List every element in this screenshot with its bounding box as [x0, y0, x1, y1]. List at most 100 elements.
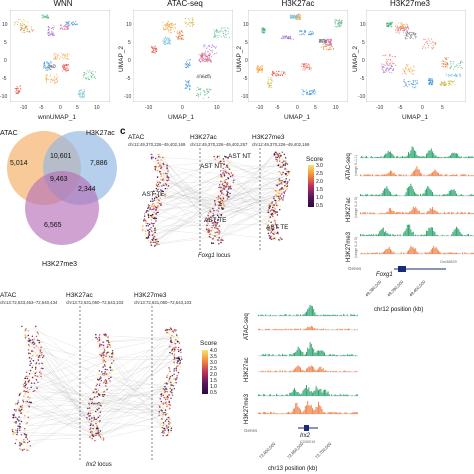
umap-xtick: -5 [275, 105, 280, 111]
venn-count-ac-only: 7,886 [90, 160, 108, 167]
irx2-coord-h3k27me3: chr13:72,631,050–72,643,103 [134, 300, 192, 305]
gv2-track-h3k27me3: H3K27me3 [244, 393, 250, 424]
venn-label-atac: ATAC [0, 130, 18, 137]
umap-ytick: 0 [4, 58, 7, 64]
foxg1-label-ast-te: AST TE [204, 217, 227, 224]
umap-ytick: -5 [126, 76, 131, 82]
venn-label-h3k27me3: H3K27me3 [42, 261, 78, 268]
umap-ytick: 0 [128, 58, 131, 64]
gv2-xtick: 72,700,000 [314, 441, 333, 460]
gv2-track-atac: ATAC-seq [244, 313, 250, 340]
umap-title-h3k27me3: H3K27me3 [389, 0, 431, 8]
gv2-xtick: 72,650,000 [286, 441, 305, 460]
irx2-track-label-h3k27me3: H3K27me3 [134, 292, 167, 299]
irx2-track-label-atac: ATAC [0, 292, 17, 299]
umap-xtick: 10 [94, 105, 100, 111]
umap-ylabel-atac: UMAP_2 [118, 45, 125, 72]
gv1-range-h3k27me3: (range 0–2.3) [354, 236, 358, 258]
genome-view-irx2: ATAC-seq H3K27ac H3K27me3 Genes Irx2 C03… [244, 290, 376, 474]
venn-count-ac-me3: 2,344 [78, 186, 96, 193]
umap-xlabel-h3k27ac: UMAP_1 [284, 114, 311, 121]
foxg1-label-ast-nt: AST NT [228, 153, 251, 160]
umap-xtick: 10 [333, 105, 339, 111]
umap-xtick: 5 [441, 105, 444, 111]
umap-ytick: 0 [362, 58, 365, 64]
foxg1-alignment-plot [141, 148, 291, 250]
venn-count-all: 9,463 [50, 176, 68, 183]
gv1-gene-track [394, 266, 446, 272]
foxg1-track-label-atac: ATAC [128, 134, 145, 141]
irx2-track-label-h3k27ac: H3K27ac [66, 292, 93, 299]
irx2-score-title: Score [200, 340, 217, 347]
irx2-score-tick: 1.5 [210, 378, 217, 384]
gv1-signal-tracks [360, 146, 474, 255]
foxg1-label-ast-nt: AST NT [200, 163, 223, 170]
foxg1-score-tick: 0.5 [316, 203, 323, 209]
umap-xtick: -10 [20, 105, 28, 111]
gv1-track-atac: ATAC-seq [346, 153, 352, 180]
gv2-gene-track [298, 425, 318, 431]
umap-row: WNN wnnUMAP_1 -10 -5 0 5 10 10 5 0 -5 -1… [0, 0, 474, 122]
venn-label-h3k27ac: H3K27ac [86, 130, 115, 137]
umap-xtick: -5 [398, 105, 403, 111]
gv1-range-h3k27ac: (range 0–2.3) [354, 196, 358, 218]
irx2-score-tick: 4.0 [210, 348, 217, 354]
gv1-gene-id: Gm36829 [440, 260, 457, 264]
irx2-coord-atac: chr13:72,633,463–72,640,434 [0, 300, 58, 305]
foxg1-score-tick: 1.5 [316, 187, 323, 193]
foxg1-score-tick: 3.0 [316, 163, 323, 169]
umap-xlabel-wnn: wnnUMAP_1 [38, 114, 76, 121]
umap-ytick: 5 [4, 40, 7, 46]
umap-ytick: -5 [360, 76, 365, 82]
foxg1-locus-label: Foxg1 locus [198, 253, 231, 259]
gv1-xtick: 49,400,000 [408, 279, 427, 298]
foxg1-label-ast-te: AST TE [142, 191, 165, 198]
gv1-track-h3k27ac: H3K27ac [346, 197, 352, 222]
venn-count-me3-only: 6,565 [44, 222, 62, 229]
irx2-score-tick: 0.5 [210, 390, 217, 396]
umap-xtick: -10 [145, 105, 153, 111]
umap-ytick: -5 [2, 76, 7, 82]
foxg1-score-colorbar [308, 165, 314, 207]
umap-ytick: 10 [2, 22, 8, 28]
umap-plot-atac [133, 10, 233, 102]
gv2-signal-tracks [258, 304, 358, 415]
gv2-gene-name: Irx2 [300, 433, 311, 439]
foxg1-coord-atac: chr12:49,370,226–49,402,169 [128, 142, 186, 147]
venn-circles [7, 131, 117, 245]
umap-xtick: 5 [76, 105, 79, 111]
venn-count-atac-ac: 10,601 [50, 153, 72, 160]
gv1-range-atac: (range 0–1.1) [354, 154, 358, 176]
venn-diagram: ATAC H3K27ac H3K27me3 5,014 10,601 7,886… [0, 128, 120, 273]
irx2-score-tick: 2.5 [210, 366, 217, 372]
umap-plot-h3k27me3 [366, 10, 466, 102]
genome-view-foxg1: ATAC-seq H3K27ac H3K27me3 (range 0–1.1) … [344, 138, 474, 318]
gv1-xlabel: chr12 position (kb) [374, 307, 424, 313]
umap-ytick: -10 [241, 94, 249, 100]
umap-xtick: 10 [214, 105, 220, 111]
umap-xtick: 0 [296, 105, 299, 111]
gv1-xtick: 49,390,000 [386, 279, 405, 298]
irx2-score-colorbar [202, 350, 208, 394]
umap-xtick: -10 [376, 105, 384, 111]
irx2-score-tick: 1.0 [210, 384, 217, 390]
foxg1-coord-h3k27ac: chr12:49,370,226–49,402,257 [190, 142, 248, 147]
irx2-locus-label: Irx2 locus [86, 462, 112, 468]
gv1-gene-name: Foxg1 [376, 272, 393, 278]
irx2-score-tick: 3.5 [210, 354, 217, 360]
umap-ytick: -5 [243, 76, 248, 82]
umap-ytick: 5 [362, 40, 365, 46]
umap-ytick: 10 [243, 22, 249, 28]
umap-xtick: -5 [39, 105, 44, 111]
foxg1-coord-h3k27me3: chr12:49,370,226–49,402,169 [252, 142, 310, 147]
irx2-coord-h3k27ac: chr13:72,631,050–72,643,103 [66, 300, 124, 305]
irx2-alignment-plot [11, 306, 183, 461]
umap-xlabel-atac: UMAP_1 [168, 114, 195, 121]
umap-ylabel-h3k27me3: UMAP_2 [352, 45, 359, 72]
umap-ytick: -10 [124, 94, 132, 100]
gv2-xtick: 72,600,000 [258, 441, 277, 460]
umap-ytick: -10 [0, 94, 8, 100]
gv2-genes-label: Genes [244, 428, 258, 433]
venn-circle-h3k27me3 [25, 171, 99, 245]
umap-xtick: 5 [314, 105, 317, 111]
